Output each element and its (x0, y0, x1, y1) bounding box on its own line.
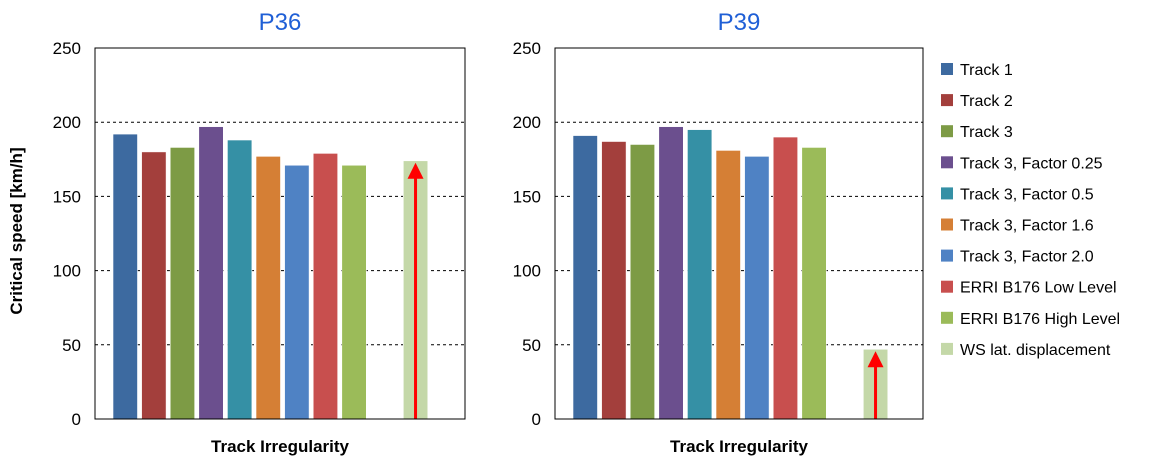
legend-swatch (941, 342, 953, 355)
bar-erri-b176-high-level (801, 147, 827, 420)
legend-label: Track 1 (960, 62, 1013, 79)
bar-track-3-factor-1-6 (255, 156, 281, 420)
y-tick-label: 250 (513, 39, 541, 58)
bar-track-3-factor-1-6 (715, 150, 741, 420)
y-tick-label: 0 (532, 410, 541, 429)
y-tick-label: 100 (513, 262, 541, 281)
legend-item: ERRI B176 High Level (941, 311, 1120, 328)
arrow-head (407, 162, 424, 179)
legend-label: Track 3, Factor 2.0 (960, 249, 1094, 266)
y-tick-label: 0 (72, 410, 81, 429)
y-tick-label: 200 (53, 113, 81, 132)
legend-label: ERRI B176 High Level (960, 311, 1120, 328)
legend-swatch (941, 187, 953, 200)
legend-item: ERRI B176 Low Level (941, 280, 1117, 297)
chart-panels: 0 50 100 150 200 250 P36 Track Irregularity 0 50 1… (53, 9, 924, 456)
legend-label: Track 3, Factor 1.6 (960, 218, 1094, 235)
legend-label: ERRI B176 Low Level (960, 280, 1117, 297)
legend-swatch (941, 94, 953, 107)
bar-track-3-factor-0-25 (658, 126, 684, 420)
plot-frame (94, 47, 466, 420)
bar-track-3-factor-0-5 (227, 139, 253, 420)
panel-p39: 0 50 100 150 200 250 P39 Track Irregularity (513, 9, 924, 456)
legend-swatch (941, 156, 953, 169)
y-tick-label: 100 (53, 262, 81, 281)
y-tick-label: 150 (513, 187, 541, 206)
plot-frame (554, 47, 924, 420)
y-tick-label: 50 (62, 336, 81, 355)
y-tick-label: 150 (53, 187, 81, 206)
legend-item: Track 3, Factor 2.0 (941, 249, 1094, 266)
bar-track-3 (169, 147, 195, 420)
legend-label: WS lat. displacement (960, 342, 1111, 359)
bar-track-3-factor-0-5 (687, 129, 713, 420)
bar-track-3 (629, 144, 656, 420)
bar-track-3-factor-0-25 (198, 126, 224, 420)
legend-swatch (941, 280, 953, 293)
bar-track-2 (601, 141, 627, 420)
bar-erri-b176-high-level (341, 164, 367, 420)
bar-erri-b176-low-level (772, 136, 799, 420)
legend-item: Track 3, Factor 0.25 (941, 155, 1103, 172)
legend-item: Track 1 (941, 62, 1013, 79)
x-axis-label: Track Irregularity (670, 437, 809, 456)
x-axis-label: Track Irregularity (211, 437, 350, 456)
bar-erri-b176-low-level (312, 153, 339, 420)
legend-swatch (941, 249, 953, 262)
y-tick-label: 50 (522, 336, 541, 355)
panel-p36: 0 50 100 150 200 250 P36 Track Irregularity (53, 9, 466, 456)
legend-item: Track 3, Factor 0.5 (941, 186, 1094, 203)
panel-title: P39 (718, 9, 761, 36)
arrow-head (867, 351, 884, 368)
bar-track-3-factor-2-0 (744, 156, 770, 420)
legend-item: WS lat. displacement (941, 342, 1111, 359)
legend-item: Track 3, Factor 1.6 (941, 218, 1094, 235)
legend-label: Track 3, Factor 0.5 (960, 186, 1094, 203)
y-tick-label: 250 (53, 39, 81, 58)
legend-swatch (941, 63, 953, 75)
legend-item: Track 2 (941, 93, 1013, 110)
legend-swatch (941, 218, 953, 231)
legend: Track 1 Track 2 Track 3 Track 3, Factor 0.2… (941, 62, 1120, 359)
bar-track-1 (112, 133, 138, 420)
bar-track-3-factor-2-0 (284, 164, 310, 420)
legend-label: Track 2 (960, 93, 1013, 110)
bar-track-1 (572, 135, 598, 420)
y-tick-label: 200 (513, 113, 541, 132)
bar-track-2 (141, 151, 167, 420)
legend-swatch (941, 311, 953, 324)
legend-label: Track 3 (960, 124, 1013, 141)
legend-item: Track 3 (941, 124, 1013, 141)
panel-title: P36 (259, 9, 302, 36)
legend-swatch (941, 125, 953, 138)
legend-label: Track 3, Factor 0.25 (960, 155, 1103, 172)
y-axis-label: Critical speed [km/h] (7, 147, 26, 314)
